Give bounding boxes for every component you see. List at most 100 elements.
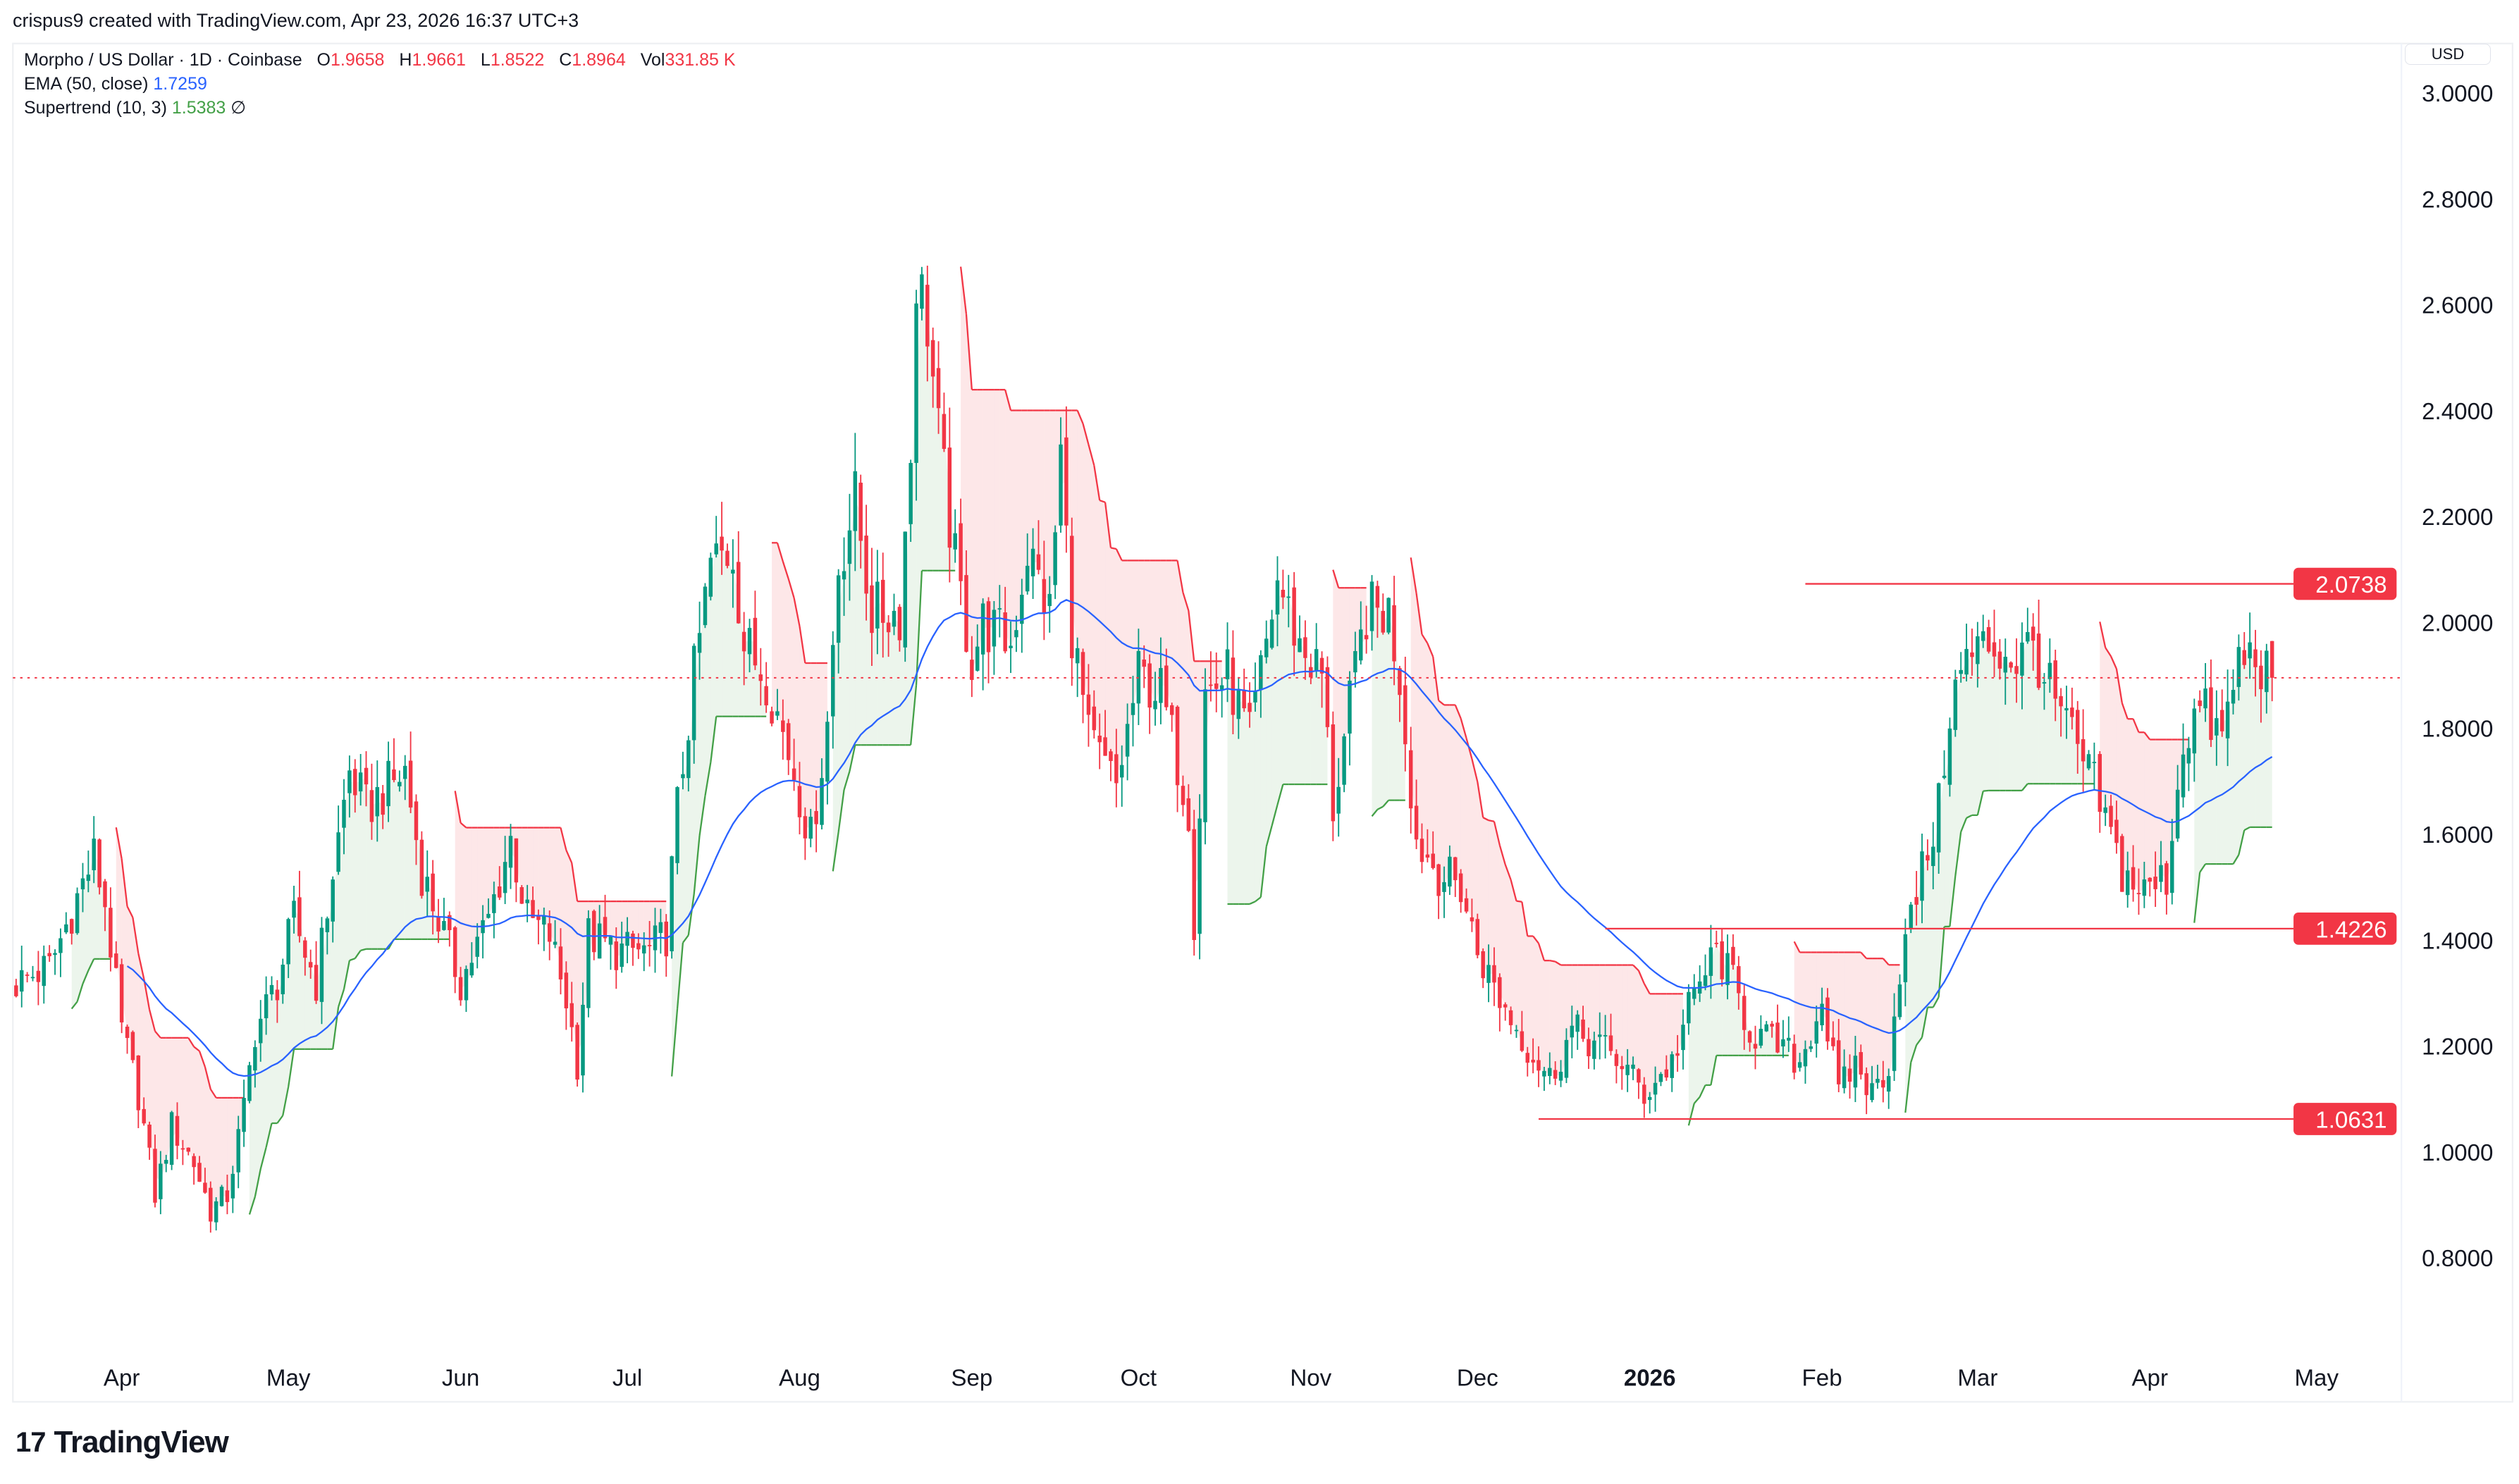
supertrend-fill-segment [2216,720,2222,865]
candle-body [1825,997,1830,1041]
candle-body [2142,879,2147,896]
candle [114,941,118,969]
currency-button[interactable]: USD [2405,44,2491,65]
candle [1269,610,1274,650]
supertrend-segment [132,917,140,954]
volume-label: Vol [640,50,665,70]
candle-body [492,894,496,913]
candle-body [1125,724,1130,757]
candle-body [897,607,902,641]
candle-body [147,1124,152,1148]
supertrend-fill-segment [2116,669,2122,865]
candle-body [636,943,641,950]
symbol-title[interactable]: Morpho / US Dollar · 1D · Coinbase [24,50,302,70]
candle [75,887,80,935]
candle-body [1809,1046,1813,1049]
candle-body [2026,632,2030,642]
supertrend-segment [1632,964,1639,972]
candle [1175,705,1180,812]
supertrend-fill-segment [1577,965,1584,1029]
supertrend-fill-segment [2155,739,2162,883]
legend-supertrend-row[interactable]: Supertrend (10, 3) 1.5383 ∅ [24,96,736,120]
supertrend-segment [1460,718,1467,738]
candle [175,1102,180,1160]
candle [1525,1046,1529,1077]
supertrend-fill-segment [1310,660,1317,785]
supertrend-fill-segment [1443,705,1450,887]
supertrend-fill-segment [2050,671,2056,784]
legend-ema-row[interactable]: EMA (50, close) 1.7259 [24,72,736,96]
candle-body [80,878,85,890]
candle [875,550,880,655]
candle-body [714,543,718,555]
candle [620,922,624,973]
supertrend-fill-segment [1799,952,1806,1065]
supertrend-segment [87,958,95,971]
candle-body [914,303,918,463]
supertrend-fill-segment [1544,960,1550,1074]
candle-body [2131,867,2136,890]
supertrend-segment [1410,557,1417,593]
candle-body [2181,754,2186,798]
candle [142,1097,146,1126]
supertrend-fill-segment [271,989,278,1124]
candle-body [808,817,813,839]
candle [2181,723,2186,808]
candle [1231,630,1236,735]
candle [1692,974,1696,1006]
candle-body [503,862,507,894]
supertrend-fill-segment [1250,696,1255,904]
candle [2003,638,2008,705]
candle [2136,868,2141,915]
candle-body [681,774,685,779]
candle-body [2086,754,2091,769]
tradingview-logo[interactable]: 17 TradingView [16,1425,229,1460]
candle [997,585,1002,638]
price-axis[interactable]: 3.0000 2.8000 2.6000 2.4000 2.2000 2.0000 1.80… [2422,81,2493,1272]
candle-body [297,897,302,936]
candle-body [1597,1034,1602,1037]
candle [414,794,419,865]
supertrend-fill-segment [905,493,911,746]
candle [1475,913,1480,959]
supertrend-fill-segment [2260,671,2267,827]
price-tick-label: 1.8000 [2422,717,2493,743]
candle-body [1075,648,1080,664]
candle-body [1442,882,1446,892]
candles [14,266,2274,1233]
candle-body [1097,735,1102,743]
candle-body [2153,877,2157,889]
candle-body [1587,1039,1591,1056]
candle-body [1814,1021,1818,1044]
candle-body [581,1004,585,1076]
candle [498,866,502,901]
supertrend-segment [1371,809,1379,817]
candle [1653,1066,1658,1112]
candle-body [870,585,874,633]
supertrend-segment [126,905,134,918]
supertrend-segment [1188,610,1195,662]
candle-body [836,575,841,643]
candle [1097,713,1102,769]
candle-body [2170,841,2174,894]
supertrend-segment [910,685,918,746]
candle [2042,673,2047,710]
candle [1236,676,1241,739]
candle [1153,672,1157,726]
candle-body [203,1182,207,1193]
candle [770,706,774,726]
candle [275,979,280,1023]
candle-body [1670,1054,1674,1078]
candle [1864,1067,1868,1115]
candle [1625,1049,1630,1092]
supertrend-fill-segment [1549,960,1556,1075]
candle-body [1092,706,1097,731]
candle-body [1531,1059,1535,1063]
candle [547,910,552,960]
time-axis[interactable]: Apr May Jun Jul Aug Sep Oct Nov Dec 2026 Feb Mar Apr… [104,1366,2339,1392]
supertrend-fill-segment [927,315,933,571]
candle [531,886,535,919]
supertrend-segment [2243,826,2250,831]
candle [564,961,569,1030]
